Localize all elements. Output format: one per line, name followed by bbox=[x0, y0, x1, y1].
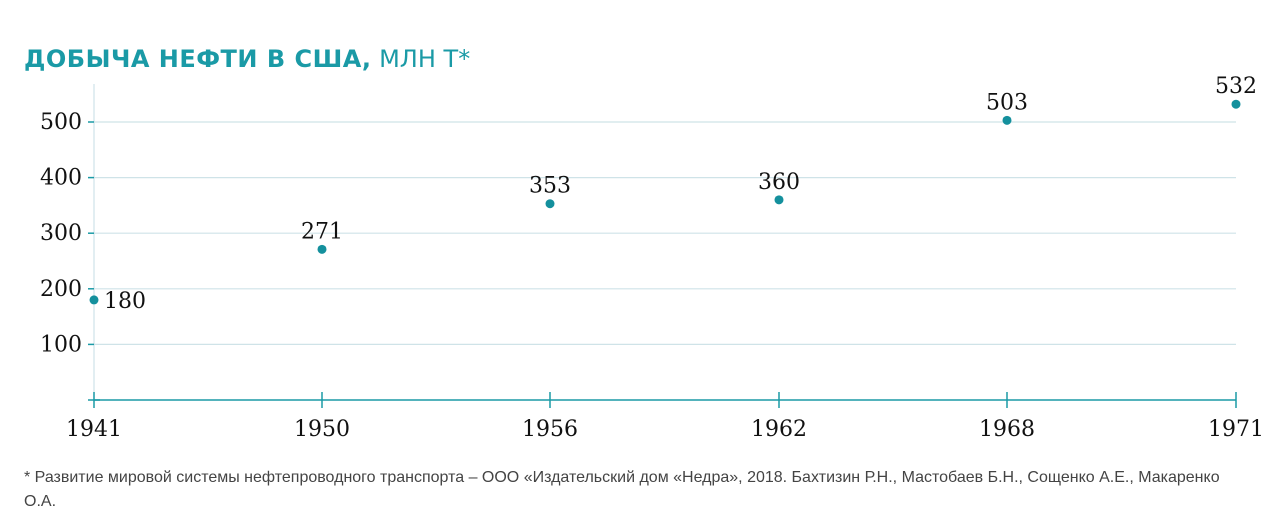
chart-title: ДОБЫЧА НЕФТИ В США, МЛН Т* bbox=[24, 44, 470, 74]
y-axis-ticks: 100 200 300 400 500 bbox=[40, 110, 94, 357]
x-tick-label-1956: 1956 bbox=[522, 417, 578, 442]
chart: 100 200 300 400 500 1941 1950 1956 1962 1968 1971… bbox=[40, 74, 1264, 442]
grid-lines bbox=[94, 121, 1236, 345]
data-point-1962 bbox=[774, 195, 784, 205]
data-point-1971 bbox=[1231, 99, 1241, 109]
data-point-1941 bbox=[89, 295, 99, 305]
data-label-1971: 532 bbox=[1215, 74, 1257, 99]
x-axis-ticks: 1941 1950 1956 1962 1968 1971 bbox=[66, 392, 1264, 442]
data-label-1941: 180 bbox=[104, 289, 146, 314]
data-label-1968: 503 bbox=[986, 90, 1028, 115]
chart-title-main: ДОБЫЧА НЕФТИ В США, bbox=[24, 45, 372, 73]
data-label-1962: 360 bbox=[758, 170, 800, 195]
data-points bbox=[89, 99, 1241, 305]
axes bbox=[88, 84, 1236, 401]
x-tick-label-1962: 1962 bbox=[751, 417, 807, 442]
data-point-1950 bbox=[317, 244, 327, 254]
x-tick-label-1950: 1950 bbox=[294, 417, 350, 442]
source-footnote: * Развитие мировой системы нефтепроводно… bbox=[24, 469, 1220, 510]
x-tick-label-1968: 1968 bbox=[979, 417, 1035, 442]
x-tick-label-1941: 1941 bbox=[66, 417, 122, 442]
data-labels: 180 271 353 360 503 532 bbox=[104, 74, 1257, 314]
data-point-1968 bbox=[1002, 115, 1012, 125]
y-tick-label-200: 200 bbox=[40, 277, 82, 302]
data-label-1950: 271 bbox=[301, 219, 343, 244]
chart-title-unit: МЛН Т* bbox=[371, 45, 471, 73]
y-tick-label-500: 500 bbox=[40, 110, 82, 135]
y-tick-label-300: 300 bbox=[40, 221, 82, 246]
data-point-1956 bbox=[545, 199, 555, 209]
y-tick-label-400: 400 bbox=[40, 166, 82, 191]
data-label-1956: 353 bbox=[529, 174, 571, 199]
x-tick-label-1971: 1971 bbox=[1208, 417, 1264, 442]
y-tick-label-100: 100 bbox=[40, 332, 82, 357]
